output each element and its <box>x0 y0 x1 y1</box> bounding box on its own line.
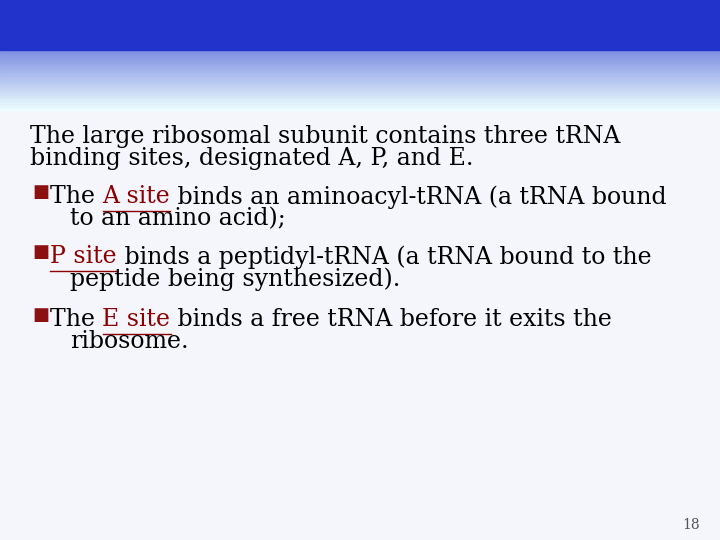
Bar <box>0 102 720 103</box>
Bar <box>0 35 720 36</box>
Bar <box>0 53 720 55</box>
Bar <box>0 4 720 5</box>
Bar <box>0 5 720 7</box>
Text: The large ribosomal subunit contains three tRNA: The large ribosomal subunit contains thr… <box>30 125 621 148</box>
Text: binds a free tRNA before it exits the: binds a free tRNA before it exits the <box>171 308 613 331</box>
Bar <box>0 95 720 96</box>
Text: The: The <box>50 185 102 208</box>
Bar <box>0 59 720 60</box>
Text: E site: E site <box>102 308 171 331</box>
Bar <box>0 77 720 78</box>
Bar <box>0 43 720 44</box>
Bar <box>0 88 720 90</box>
Bar <box>0 105 720 540</box>
Bar <box>0 98 720 99</box>
Bar <box>0 52 720 53</box>
Bar <box>0 70 720 71</box>
Text: ribosome.: ribosome. <box>70 330 189 353</box>
Bar <box>0 90 720 91</box>
Bar <box>0 2 720 3</box>
Bar <box>0 47 720 48</box>
Bar <box>0 74 720 76</box>
Bar <box>0 26 720 28</box>
Bar <box>0 93 720 95</box>
Bar <box>0 28 720 29</box>
Bar <box>0 23 720 25</box>
Bar <box>0 45 720 47</box>
Bar <box>0 37 720 38</box>
Bar <box>0 21 720 22</box>
Bar <box>0 100 720 102</box>
Text: A site: A site <box>102 185 170 208</box>
Bar <box>0 58 720 59</box>
Bar <box>0 73 720 74</box>
Bar <box>0 68 720 69</box>
Bar <box>0 105 720 106</box>
Bar <box>0 22 720 23</box>
Text: ■: ■ <box>32 183 49 201</box>
Text: ■: ■ <box>32 243 49 261</box>
Bar <box>0 91 720 92</box>
Text: P site: P site <box>50 245 117 268</box>
Bar <box>0 85 720 86</box>
Bar <box>0 33 720 35</box>
Bar <box>0 81 720 83</box>
Text: 18: 18 <box>683 518 700 532</box>
Text: The: The <box>50 308 102 331</box>
Bar <box>0 32 720 33</box>
Bar <box>0 14 720 15</box>
Bar <box>0 78 720 80</box>
Bar <box>0 15 720 17</box>
Bar <box>0 10 720 11</box>
Bar <box>0 12 720 14</box>
Bar <box>0 69 720 70</box>
Bar <box>0 48 720 50</box>
Bar <box>0 19 720 21</box>
Bar <box>0 41 720 43</box>
Bar <box>0 11 720 12</box>
Bar <box>0 103 720 105</box>
Bar <box>0 0 720 2</box>
Bar <box>0 109 720 110</box>
Text: binds an aminoacyl-tRNA (a tRNA bound: binds an aminoacyl-tRNA (a tRNA bound <box>170 185 667 208</box>
Bar <box>0 99 720 100</box>
Bar <box>0 76 720 77</box>
Bar <box>0 65 720 66</box>
Bar <box>0 30 720 32</box>
Bar <box>0 40 720 41</box>
Bar <box>0 8 720 10</box>
Bar <box>0 29 720 30</box>
Bar <box>0 18 720 19</box>
Bar <box>0 36 720 37</box>
Text: to an amino acid);: to an amino acid); <box>70 207 286 230</box>
Bar <box>0 50 720 51</box>
Bar <box>0 66 720 68</box>
Bar <box>0 83 720 84</box>
Bar <box>0 84 720 85</box>
Text: peptide being synthesized).: peptide being synthesized). <box>70 267 400 291</box>
Bar <box>0 17 720 18</box>
Bar <box>0 96 720 98</box>
Bar <box>0 0 720 50</box>
Bar <box>0 106 720 107</box>
Bar <box>0 44 720 45</box>
Bar <box>0 86 720 88</box>
Bar <box>0 38 720 40</box>
Text: binding sites, designated A, P, and E.: binding sites, designated A, P, and E. <box>30 147 474 170</box>
Bar <box>0 55 720 56</box>
Bar <box>0 62 720 63</box>
Bar <box>0 71 720 73</box>
Bar <box>0 92 720 93</box>
Bar <box>0 51 720 52</box>
Bar <box>0 80 720 81</box>
Bar <box>0 3 720 4</box>
Bar <box>0 7 720 8</box>
Bar <box>0 60 720 62</box>
Bar <box>0 63 720 65</box>
Bar <box>0 107 720 109</box>
Text: ■: ■ <box>32 306 49 324</box>
Text: binds a peptidyl-tRNA (a tRNA bound to the: binds a peptidyl-tRNA (a tRNA bound to t… <box>117 245 652 268</box>
Bar <box>0 25 720 26</box>
Bar <box>0 56 720 58</box>
